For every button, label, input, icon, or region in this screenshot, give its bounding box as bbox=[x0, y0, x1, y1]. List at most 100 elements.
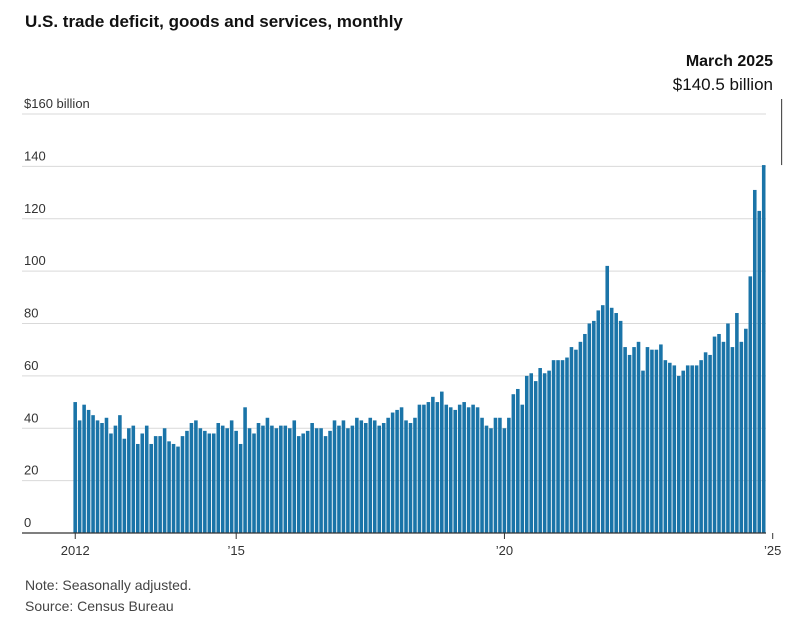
bar bbox=[462, 402, 466, 533]
y-tick-label: 100 bbox=[24, 253, 46, 268]
bar bbox=[632, 347, 636, 533]
bar bbox=[694, 365, 699, 533]
bar bbox=[413, 417, 417, 533]
bar bbox=[507, 417, 511, 533]
bar bbox=[149, 443, 153, 533]
bar bbox=[288, 428, 292, 533]
axes bbox=[22, 99, 783, 539]
bar bbox=[609, 307, 614, 533]
bar bbox=[153, 436, 158, 533]
bar bbox=[229, 420, 234, 533]
bar bbox=[399, 407, 404, 533]
callout-value: $140.5 billion bbox=[672, 75, 773, 94]
bar bbox=[234, 430, 238, 533]
bar bbox=[431, 396, 435, 533]
bar bbox=[654, 349, 659, 533]
bar bbox=[283, 425, 288, 533]
bar bbox=[82, 404, 86, 533]
bar bbox=[279, 425, 283, 533]
bar bbox=[91, 415, 95, 533]
bar bbox=[542, 373, 547, 533]
bar bbox=[243, 407, 247, 533]
y-tick-label: 80 bbox=[24, 306, 38, 321]
y-tick-label: $160 billion bbox=[24, 96, 90, 111]
bar bbox=[484, 425, 489, 533]
x-tick-label: ’20 bbox=[496, 543, 513, 558]
bar bbox=[238, 443, 243, 533]
bar bbox=[444, 404, 449, 533]
bar bbox=[645, 347, 650, 533]
bar bbox=[560, 360, 565, 533]
bar bbox=[350, 425, 355, 533]
bar bbox=[323, 436, 328, 533]
bar bbox=[417, 404, 422, 533]
bar bbox=[744, 328, 748, 533]
bar bbox=[404, 420, 408, 533]
bar bbox=[346, 428, 350, 533]
footnote-source: Source: Census Bureau bbox=[25, 598, 174, 614]
bar bbox=[256, 423, 261, 533]
bar bbox=[538, 368, 542, 533]
bar bbox=[551, 360, 556, 533]
bar bbox=[457, 404, 462, 533]
bar bbox=[471, 404, 475, 533]
bar bbox=[641, 370, 645, 533]
bar bbox=[301, 433, 305, 533]
bar bbox=[140, 433, 145, 533]
chart-title: U.S. trade deficit, goods and services, … bbox=[25, 12, 403, 31]
bar bbox=[390, 412, 395, 533]
bar bbox=[659, 344, 663, 533]
bar bbox=[730, 347, 735, 533]
bar bbox=[529, 373, 534, 533]
bar bbox=[681, 370, 686, 533]
bar bbox=[109, 433, 113, 533]
bar bbox=[605, 265, 610, 533]
bar bbox=[359, 420, 364, 533]
bar bbox=[524, 375, 529, 534]
bar bbox=[685, 365, 690, 533]
bar bbox=[547, 370, 551, 533]
bar bbox=[162, 428, 167, 533]
bar bbox=[265, 417, 270, 533]
y-tick-label: 140 bbox=[24, 148, 46, 163]
bar bbox=[663, 360, 668, 533]
bar bbox=[185, 430, 189, 533]
bar bbox=[498, 417, 502, 533]
bar bbox=[587, 323, 592, 533]
bar bbox=[113, 425, 118, 533]
bar bbox=[86, 409, 91, 533]
bar bbox=[735, 313, 739, 533]
bar bbox=[489, 428, 493, 533]
bar bbox=[712, 336, 717, 533]
bar bbox=[95, 420, 100, 533]
bar bbox=[699, 360, 703, 533]
bar bbox=[583, 333, 587, 533]
bar bbox=[668, 362, 672, 533]
callout-date: March 2025 bbox=[685, 53, 773, 70]
bar bbox=[198, 428, 203, 533]
bar bbox=[212, 433, 216, 533]
bar bbox=[207, 433, 212, 533]
y-tick-label: 0 bbox=[24, 515, 31, 530]
bar bbox=[748, 276, 753, 533]
bar bbox=[158, 436, 162, 533]
bar bbox=[726, 323, 730, 533]
bar bbox=[578, 341, 583, 533]
y-tick-label: 40 bbox=[24, 410, 38, 425]
bar bbox=[368, 417, 373, 533]
bar bbox=[739, 341, 744, 533]
bar bbox=[435, 402, 440, 533]
bar bbox=[270, 425, 274, 533]
bar bbox=[600, 305, 605, 533]
bar bbox=[216, 423, 221, 533]
bar bbox=[426, 402, 431, 533]
bar bbox=[511, 394, 516, 533]
y-tick-label: 120 bbox=[24, 201, 46, 216]
y-tick-label: 60 bbox=[24, 358, 38, 373]
bar bbox=[690, 365, 694, 533]
bar bbox=[203, 430, 207, 533]
bar bbox=[122, 438, 127, 533]
axis-labels: $160 billion 140 120 100 80 60 40 20 0 2012 ’15 ’20… bbox=[24, 96, 781, 558]
bar bbox=[100, 423, 104, 533]
